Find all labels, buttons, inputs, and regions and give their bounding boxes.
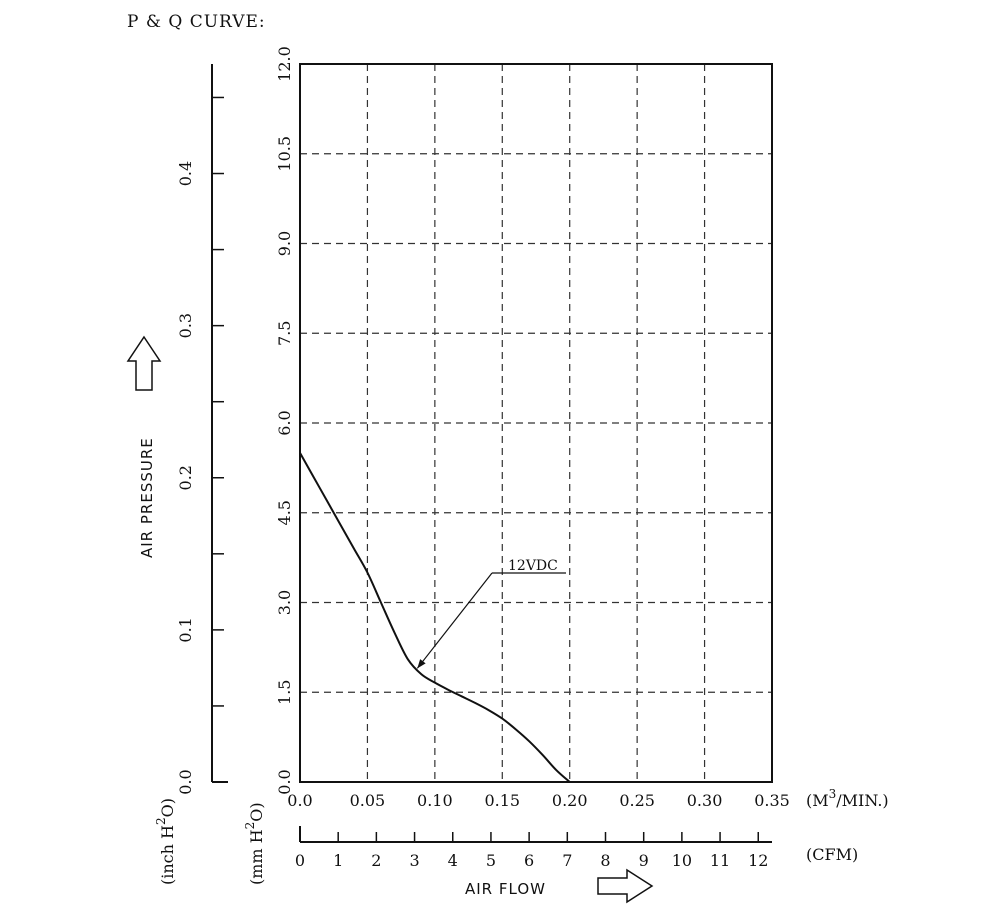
cfm-tick-label: 9 [639, 851, 649, 870]
grid-lines [300, 64, 772, 782]
x-tick-label: 0.10 [417, 791, 453, 810]
inch-tick-label: 0.4 [176, 161, 195, 186]
cfm-tick-label: 3 [409, 851, 419, 870]
cfm-tick-label: 0 [295, 851, 305, 870]
x-tick-labels: 0.0 0.05 0.10 0.15 0.20 0.25 0.30 0.35 [287, 791, 790, 810]
x-axis-title: AIR FLOW [465, 880, 546, 898]
inch-axis: 0.0 0.1 0.2 0.3 0.4 [176, 64, 228, 795]
x-axis-units: (M3/MIN.) [806, 787, 889, 810]
x-tick-label: 0.05 [350, 791, 386, 810]
cfm-tick-label: 6 [524, 851, 534, 870]
cfm-tick-label: 12 [748, 851, 768, 870]
cfm-tick-label: 11 [710, 851, 730, 870]
annotation-leader [416, 572, 493, 669]
chart-title: P & Q CURVE: [127, 12, 266, 32]
y-tick-label: 9.0 [275, 231, 294, 256]
right-arrow-icon [597, 868, 654, 904]
x-tick-label: 0.20 [552, 791, 588, 810]
y-tick-label: 6.0 [275, 410, 294, 435]
annotation-label: 12VDC [508, 558, 558, 574]
inch-tick-label: 0.0 [176, 769, 195, 794]
cfm-tick-label: 10 [672, 851, 692, 870]
x-tick-label: 0.25 [619, 791, 655, 810]
y-tick-label: 12.0 [275, 46, 294, 82]
series-layer [299, 452, 571, 783]
inch-tick-label: 0.2 [176, 465, 195, 490]
cfm-tick-label: 8 [600, 851, 610, 870]
inch-tick-label: 0.3 [176, 313, 195, 338]
up-arrow-icon [126, 335, 162, 391]
y-tick-label: 10.5 [275, 136, 294, 172]
y-axis-title: AIR PRESSURE [138, 437, 156, 558]
cfm-tick-label: 2 [371, 851, 381, 870]
y-axis-inch-units: (inch H2O) [154, 798, 177, 885]
y-mm-tick-labels: 0.0 1.5 3.0 4.5 6.0 7.5 9.0 10.5 12.0 [275, 46, 294, 795]
x-tick-label: 0.0 [287, 791, 312, 810]
y-tick-label: 7.5 [275, 321, 294, 346]
cfm-axis: 0 1 2 3 4 5 6 7 8 9 10 11 12 [295, 826, 772, 870]
y-tick-label: 4.5 [275, 500, 294, 525]
cfm-tick-label: 4 [448, 851, 458, 870]
plot-frame [299, 63, 773, 783]
series-line-12vdc [299, 452, 571, 783]
x-tick-label: 0.30 [687, 791, 723, 810]
y-tick-label: 1.5 [275, 680, 294, 705]
cfm-tick-label: 1 [333, 851, 343, 870]
inch-tick-label: 0.1 [176, 617, 195, 642]
x-tick-label: 0.35 [754, 791, 790, 810]
cfm-tick-label: 5 [486, 851, 496, 870]
annotation-layer: 12VDC [416, 558, 566, 669]
cfm-tick-label: 7 [562, 851, 572, 870]
y-tick-label: 0.0 [275, 769, 294, 794]
y-tick-label: 3.0 [275, 590, 294, 615]
x-tick-label: 0.15 [484, 791, 520, 810]
annotation-arrowhead [417, 659, 426, 669]
cfm-axis-units: (CFM) [806, 845, 858, 864]
y-axis-mm-units: (mm H2O) [243, 802, 266, 885]
